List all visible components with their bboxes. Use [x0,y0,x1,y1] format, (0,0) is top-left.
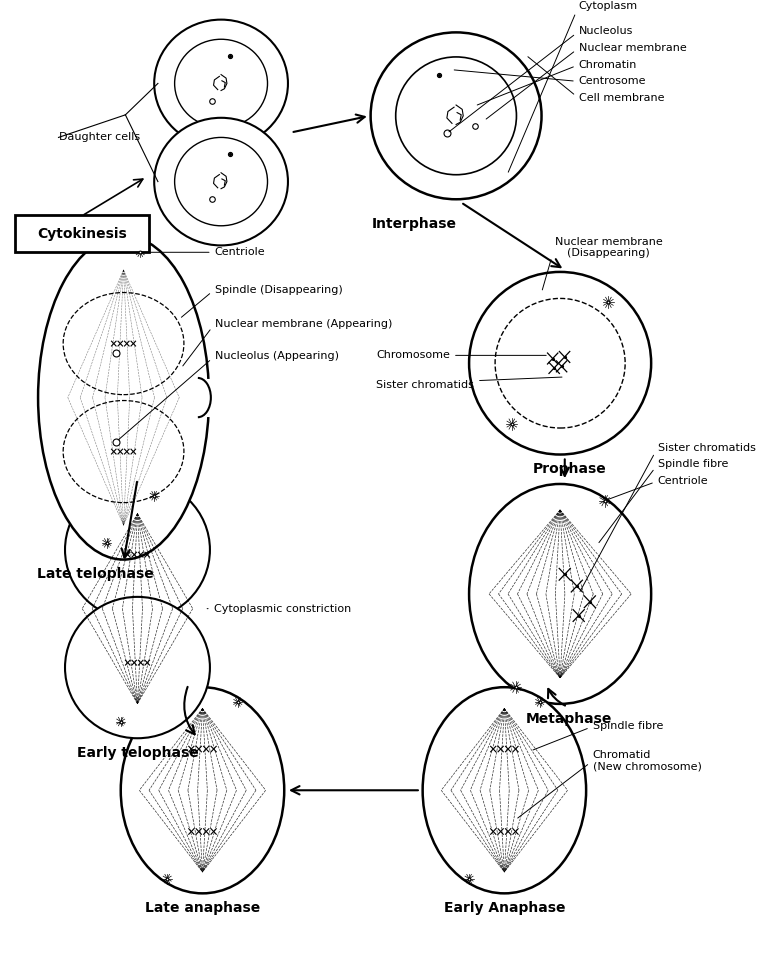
FancyBboxPatch shape [15,215,149,253]
Text: Cytokinesis: Cytokinesis [37,227,127,240]
Ellipse shape [154,19,288,147]
Ellipse shape [469,484,651,704]
Text: Early Anaphase: Early Anaphase [444,901,565,915]
Text: Cytoplasm: Cytoplasm [508,1,637,172]
Ellipse shape [38,235,209,560]
Text: Centrosome: Centrosome [454,70,646,86]
Ellipse shape [121,687,284,893]
Text: Chromatin: Chromatin [477,59,637,105]
Ellipse shape [154,118,288,245]
Text: Daughter cells: Daughter cells [58,132,140,143]
Text: Early telophase: Early telophase [77,746,198,760]
Text: Chromosome: Chromosome [376,350,546,361]
Text: Cell membrane: Cell membrane [528,56,664,103]
Text: Nuclear membrane: Nuclear membrane [486,43,687,119]
Ellipse shape [65,479,210,620]
Text: Metaphase: Metaphase [526,712,613,725]
Text: Chromatid
(New chromosome): Chromatid (New chromosome) [518,750,701,818]
Text: Nuclear membrane (Appearing): Nuclear membrane (Appearing) [183,319,392,366]
Ellipse shape [65,597,210,738]
Text: Spindle fibre: Spindle fibre [599,459,728,543]
Ellipse shape [469,272,651,455]
Text: Nucleolus (Appearing): Nucleolus (Appearing) [118,351,339,440]
Text: Late telophase: Late telophase [38,568,154,582]
Text: Late anaphase: Late anaphase [145,901,260,915]
Ellipse shape [174,39,267,127]
Text: Sister chromatids: Sister chromatids [580,443,756,591]
Text: Centriole: Centriole [607,476,708,500]
Text: Nuclear membrane
(Disappearing): Nuclear membrane (Disappearing) [542,236,662,290]
Text: Interphase: Interphase [372,217,457,231]
Ellipse shape [422,687,586,893]
Text: Spindle fibre: Spindle fibre [533,722,663,750]
Ellipse shape [371,33,541,199]
Text: Spindle (Disappearing): Spindle (Disappearing) [181,284,343,318]
Text: Sister chromatids: Sister chromatids [376,377,562,389]
Text: Prophase: Prophase [532,462,606,477]
Text: Cytoplasmic constriction: Cytoplasmic constriction [207,604,351,613]
Text: Centriole: Centriole [143,247,265,257]
Text: Nucleolus: Nucleolus [449,27,633,132]
Ellipse shape [396,56,516,175]
Ellipse shape [174,138,267,226]
